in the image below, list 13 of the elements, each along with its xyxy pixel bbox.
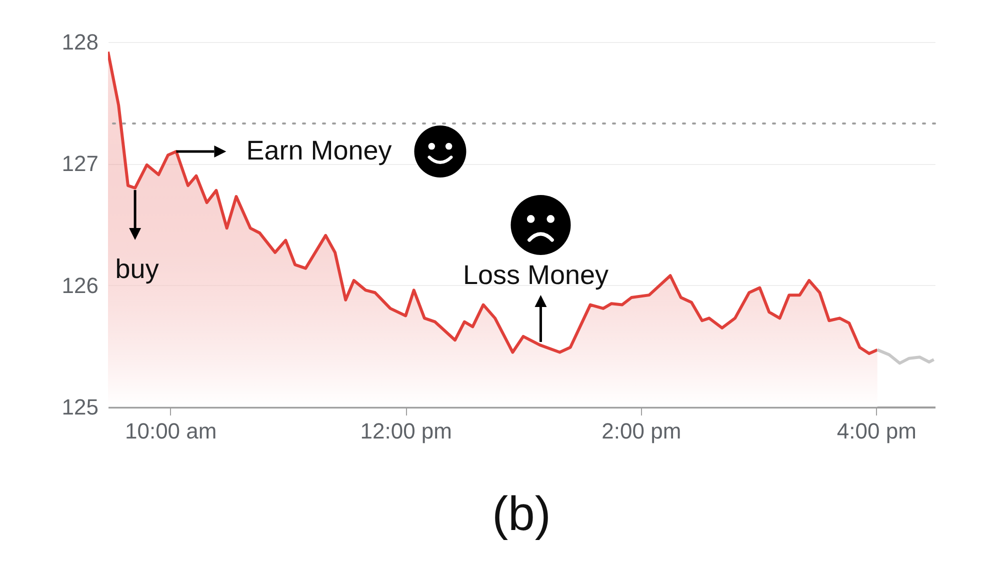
x-tick-label: 4:00 pm [836, 418, 916, 444]
y-tick-label: 126 [62, 272, 98, 298]
y-tick-label: 128 [62, 30, 98, 54]
x-tick-label: 10:00 am [124, 418, 217, 444]
x-tick-label: 12:00 pm [360, 418, 452, 444]
y-tick-label: 125 [62, 394, 98, 420]
annotation: Earn Money [246, 136, 392, 166]
annotation: buy [115, 254, 160, 284]
y-tick-label: 127 [62, 151, 98, 176]
text: (b) [492, 488, 551, 541]
x-tick-label: 2:00 pm [602, 418, 682, 444]
annotation: Loss Money [462, 260, 610, 290]
line-series [876, 348, 935, 365]
